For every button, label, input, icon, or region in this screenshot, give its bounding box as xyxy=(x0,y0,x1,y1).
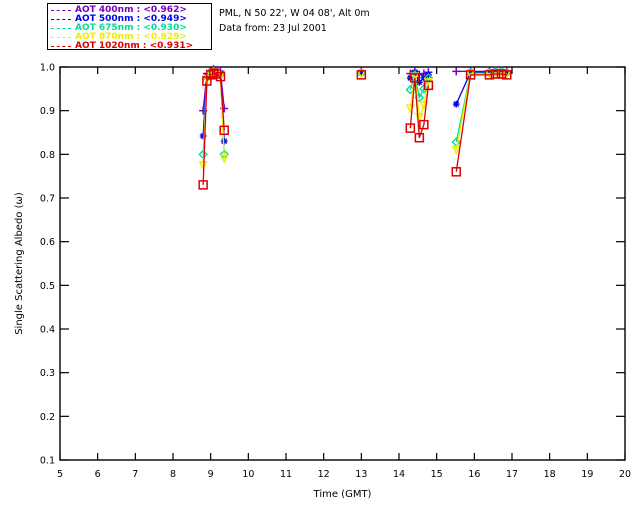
legend-item-label: AOT 1020nm : <0.931> xyxy=(75,41,194,51)
series-line xyxy=(409,77,430,138)
x-tick-label: 14 xyxy=(393,469,405,480)
legend: AOT 400nm : <0.962> AOT 500nm : <0.949> AO… xyxy=(47,3,212,51)
data-point xyxy=(410,73,420,83)
y-tick-label: 0.2 xyxy=(40,412,55,423)
x-tick-label: 5 xyxy=(57,469,63,480)
legend-item-label: AOT 870nm : <0.929> xyxy=(75,32,187,42)
x-tick-label: 20 xyxy=(619,469,631,480)
series-line xyxy=(409,74,429,100)
data-point xyxy=(419,119,429,130)
data-point xyxy=(453,101,460,108)
axes-group xyxy=(59,66,626,461)
data-point xyxy=(198,180,208,190)
header-annotation: PML, N 50 22', W 04 08', Alt 0m Data fro… xyxy=(219,6,370,36)
legend-dash-icon xyxy=(51,10,71,11)
legend-item-675nm: AOT 675nm : <0.930> xyxy=(51,24,208,33)
data-point xyxy=(465,70,476,80)
x-tick-label: 19 xyxy=(581,469,593,480)
data-point xyxy=(414,132,425,143)
x-tick-label: 10 xyxy=(242,469,254,480)
data-point xyxy=(423,78,433,88)
y-axis-title: Single Scattering Albedo (ω) xyxy=(14,192,25,335)
data-point xyxy=(484,70,495,80)
legend-item-label: AOT 675nm : <0.930> xyxy=(75,23,187,33)
y-tick-label: 0.6 xyxy=(40,237,55,248)
site-line: PML, N 50 22', W 04 08', Alt 0m xyxy=(219,8,370,19)
y-tick-label: 0.3 xyxy=(40,368,55,379)
x-tick-label: 7 xyxy=(132,469,138,480)
x-tick-label: 18 xyxy=(544,469,556,480)
axis-labels-group: 5 6 7 8 9 10 11 12 13 14 15 16 17 18 19 20 0.1 0.2 0.3 0.4 0… xyxy=(14,63,631,501)
data-point xyxy=(451,145,461,155)
x-tick-label: 11 xyxy=(280,469,292,480)
y-tick-label: 0.1 xyxy=(40,456,55,467)
data-point xyxy=(423,80,434,91)
data-point xyxy=(405,123,416,133)
data-point xyxy=(219,125,229,136)
x-tick-label: 8 xyxy=(170,469,176,480)
legend-dash-icon xyxy=(51,19,71,20)
data-point xyxy=(451,167,462,177)
data-point xyxy=(419,84,429,94)
data-point xyxy=(490,69,501,79)
y-tick-label: 0.9 xyxy=(40,106,55,117)
y-tick-label: 0.7 xyxy=(40,194,55,205)
data-point xyxy=(356,70,367,80)
data-point xyxy=(198,161,208,171)
legend-item-1020nm: AOT 1020nm : <0.931> xyxy=(51,42,208,51)
series-line xyxy=(455,72,507,151)
data-point xyxy=(215,71,226,82)
x-axis-title: Time (GMT) xyxy=(313,489,372,500)
x-tick-label: 9 xyxy=(208,469,214,480)
x-tick-label: 16 xyxy=(468,469,480,480)
x-tick-label: 15 xyxy=(431,469,443,480)
legend-item-label: AOT 400nm : <0.962> xyxy=(75,5,187,15)
data-series-group xyxy=(198,65,512,190)
legend-item-870nm: AOT 870nm : <0.929> xyxy=(51,33,208,42)
data-point xyxy=(501,70,512,80)
y-tick-label: 1.0 xyxy=(40,63,55,74)
y-tick-label: 0.8 xyxy=(40,150,55,161)
legend-dash-icon xyxy=(51,37,71,38)
x-tick-label: 6 xyxy=(95,469,101,480)
x-tick-label: 17 xyxy=(506,469,518,480)
x-tick-label: 13 xyxy=(355,469,367,480)
x-tick-label: 12 xyxy=(318,469,330,480)
series-line xyxy=(202,72,225,185)
legend-item-label: AOT 500nm : <0.949> xyxy=(75,14,187,24)
y-tick-label: 0.5 xyxy=(40,281,55,292)
y-tick-label: 0.4 xyxy=(40,325,55,336)
data-point xyxy=(205,70,216,80)
plot-frame xyxy=(59,66,626,461)
date-line: Data from: 23 Jul 2001 xyxy=(219,23,327,34)
legend-dash-icon xyxy=(51,46,71,47)
series-aot-1020nm xyxy=(198,68,512,190)
data-point xyxy=(219,154,229,164)
legend-item-500nm: AOT 500nm : <0.949> xyxy=(51,15,208,24)
data-point xyxy=(496,69,507,79)
legend-dash-icon xyxy=(51,28,71,29)
legend-item-400nm: AOT 400nm : <0.962> xyxy=(51,6,208,15)
series-line xyxy=(409,76,430,118)
